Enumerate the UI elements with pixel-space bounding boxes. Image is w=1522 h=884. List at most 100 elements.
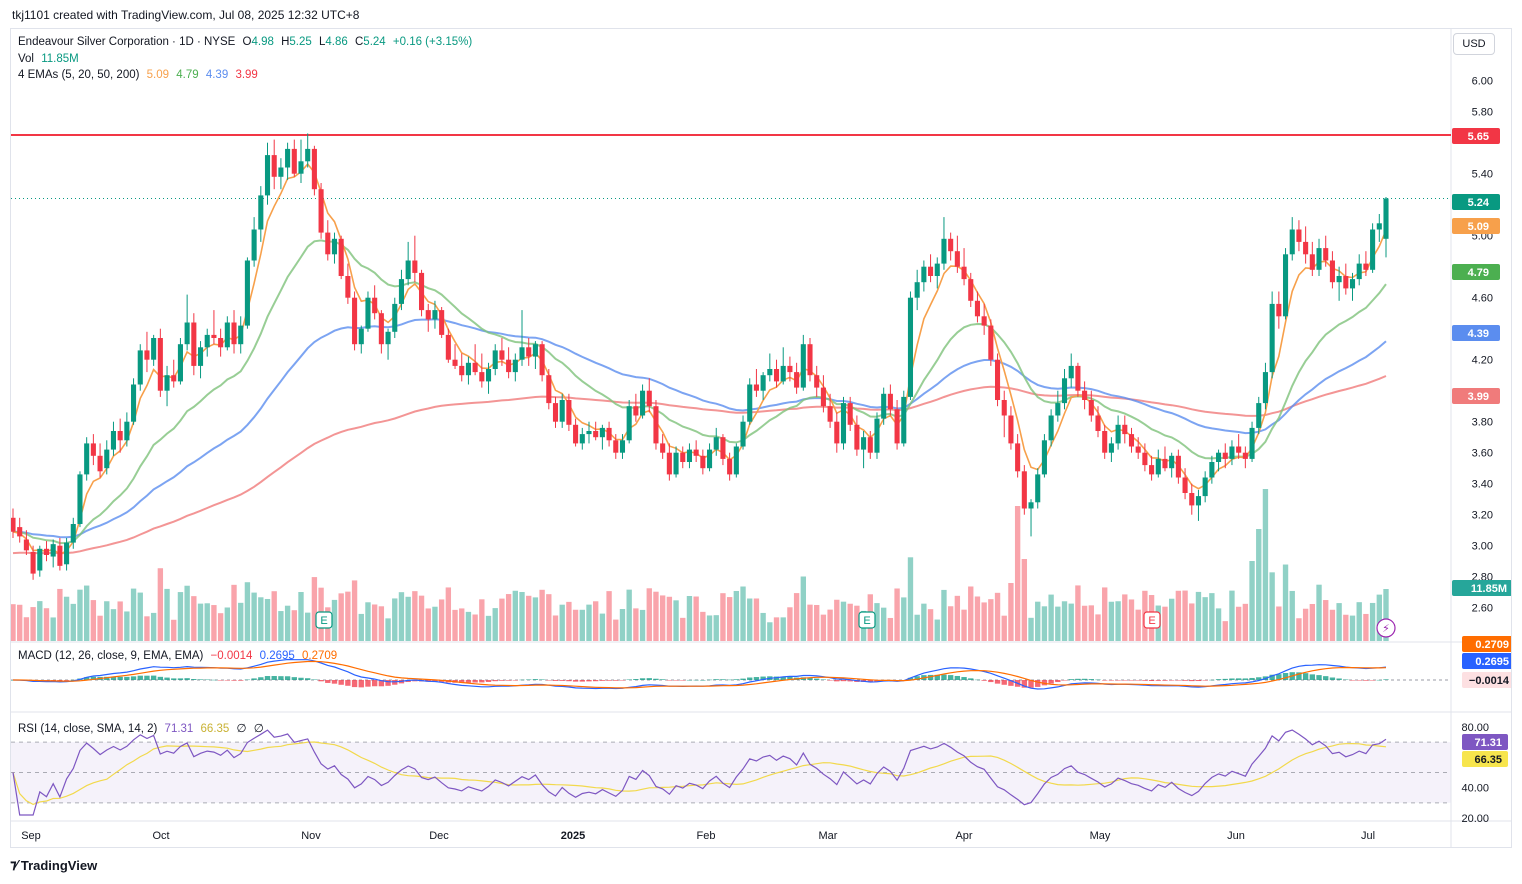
candle-body: [445, 334, 451, 360]
candle-body: [874, 418, 880, 453]
volume-bar: [499, 598, 505, 641]
candle-body: [425, 310, 431, 320]
macd-signal-line: [13, 660, 1387, 689]
volume-bar: [566, 601, 572, 641]
candle-body: [17, 527, 23, 537]
candle-body: [1021, 471, 1027, 509]
candle-body: [1135, 446, 1141, 453]
earnings-marker-box: [1143, 611, 1161, 629]
volume-bar: [921, 603, 927, 641]
macd-histogram-bar: [164, 677, 170, 680]
candle-body: [1356, 263, 1362, 280]
candle-body: [1008, 415, 1014, 444]
volume-bar: [1195, 591, 1202, 641]
macd-histogram-bar: [847, 680, 853, 682]
candle-body: [197, 347, 204, 366]
candle-body: [499, 350, 505, 360]
macd-histogram-bar: [318, 680, 324, 682]
volume-bar: [941, 589, 947, 641]
volume-bar: [1229, 590, 1235, 641]
volume-bar: [1041, 606, 1048, 641]
volume-bar: [706, 615, 713, 641]
candle-body: [1309, 254, 1315, 270]
ema50-value: 4.39: [205, 69, 229, 81]
chart-canvas[interactable]: E E E⚡6.005.805.405.004.604.203.803.603.40…: [11, 29, 1511, 847]
volume-bar: [552, 615, 559, 641]
candle-body: [934, 263, 940, 276]
candle-body: [1055, 403, 1061, 416]
tradingview-logo[interactable]: ⁊⁄ TradingView: [10, 857, 97, 873]
macd-badge: 0.2709: [1462, 636, 1511, 652]
chart-frame[interactable]: E E E ⚡ 6.00 5.80 5.40 5.00 4.60 4.20 3.80 3.60 3.40…: [10, 28, 1512, 848]
low-label: L: [318, 36, 326, 48]
volume-bar: [767, 622, 773, 641]
macd-histogram-bar: [532, 679, 539, 680]
candle-body: [472, 362, 478, 373]
rsi-label[interactable]: RSI (14, close, SMA, 14, 2): [18, 723, 158, 735]
volume-bar: [238, 602, 244, 641]
legend-symbol-row: Endeavour Silver Corporation · 1D · NYSE…: [18, 36, 476, 48]
ema-label[interactable]: 4 EMAs (5, 20, 50, 200): [18, 69, 140, 81]
candle-body: [358, 328, 364, 345]
price-badge: 3.99: [1452, 388, 1500, 404]
rsi-badge-bg: [1462, 734, 1508, 750]
volume-bar: [37, 601, 43, 641]
volume-bar: [814, 604, 820, 641]
macd-histogram-bar: [840, 680, 847, 682]
volume-bar: [586, 604, 592, 641]
candle-body: [673, 452, 679, 475]
rsi-line: [12, 729, 1387, 816]
candle-body: [1175, 455, 1181, 478]
volume-bar: [1289, 590, 1295, 641]
macd-histogram-bar: [345, 680, 351, 686]
volume-bar: [1369, 602, 1376, 641]
macd-label[interactable]: MACD (12, 26, close, 9, EMA, EMA): [18, 650, 204, 662]
close-label: C: [354, 36, 364, 48]
close-value: 5.24: [363, 36, 386, 48]
volume-bar: [465, 611, 472, 641]
candle-body: [104, 449, 110, 469]
macd-histogram-bar: [298, 677, 304, 680]
volume-bar: [693, 596, 699, 641]
macd-badge: 0.2695: [1462, 653, 1511, 669]
macd-histogram-bar: [258, 677, 264, 680]
volume-bar: [43, 608, 50, 641]
volume-bar: [532, 597, 539, 641]
earnings-marker-label: E: [320, 615, 327, 627]
candle-body: [1242, 452, 1248, 459]
macd-histogram-bar: [747, 677, 753, 680]
macd-histogram-bar: [117, 676, 123, 680]
candle-body: [1155, 458, 1161, 475]
volume-bar: [398, 592, 405, 641]
volume-bar: [1008, 583, 1014, 641]
ema50-line: [12, 318, 1387, 539]
candle-body: [640, 390, 646, 416]
candle-body: [760, 375, 766, 391]
candle-body: [666, 452, 672, 475]
low-value: 4.86: [325, 36, 348, 48]
macd-histogram-bar: [693, 679, 699, 681]
rsi-extra2: ∅: [253, 723, 264, 735]
volume-bar: [177, 592, 184, 641]
volume-bar: [626, 589, 632, 641]
volume-bar: [740, 586, 746, 641]
rsi-tick-label: 40.00: [1461, 783, 1489, 795]
macd-histogram-bar: [1383, 679, 1389, 680]
macd-histogram-bar: [954, 675, 961, 680]
macd-histogram-bar: [251, 678, 257, 680]
candle-body: [352, 297, 358, 345]
currency-button[interactable]: USD: [1453, 33, 1495, 55]
macd-histogram-bar: [90, 676, 97, 680]
volume-bar: [1309, 603, 1316, 641]
macd-histogram-bar: [639, 678, 646, 680]
volume-bar: [90, 600, 97, 641]
macd-histogram-bar: [814, 678, 820, 680]
macd-histogram-bar: [820, 679, 827, 680]
macd-histogram-bar: [700, 679, 706, 681]
macd-histogram-bar: [941, 674, 947, 680]
volume-label[interactable]: Vol: [18, 53, 34, 65]
volume-bar: [834, 599, 840, 641]
symbol-title[interactable]: Endeavour Silver Corporation · 1D · NYSE: [18, 36, 236, 48]
macd-histogram-bar: [1048, 680, 1054, 684]
macd-badge-bg: [1462, 672, 1511, 688]
